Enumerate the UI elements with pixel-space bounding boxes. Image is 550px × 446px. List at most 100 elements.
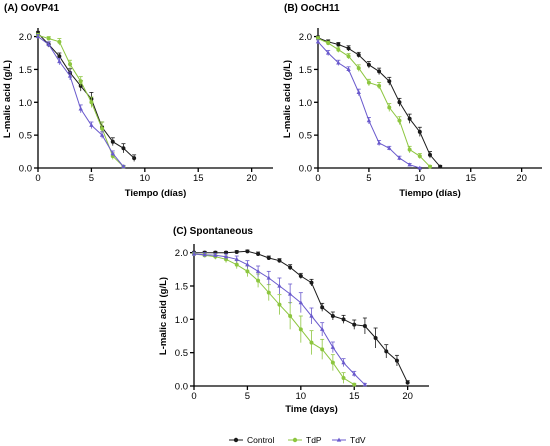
panel-b-y-tick-label: 2.0 bbox=[299, 32, 312, 43]
panel-c-series-line-tdp bbox=[193, 253, 355, 386]
panel-b-x-tick-label: 5 bbox=[366, 173, 371, 184]
panel-b-point-tdv bbox=[336, 60, 341, 65]
panel-a-y-tick-label: 0.0 bbox=[19, 164, 32, 175]
panel-b-point-control bbox=[336, 42, 341, 47]
legend: Control TdP TdV bbox=[229, 435, 366, 445]
panel-c-point-control bbox=[256, 252, 261, 256]
legend-label-control: Control bbox=[247, 435, 275, 445]
panel-c-point-tdp bbox=[288, 314, 293, 318]
panel-c-point-tdp bbox=[277, 302, 282, 307]
panel-b-point-tdp bbox=[417, 154, 422, 159]
panel-c-point-control bbox=[362, 324, 367, 328]
panel-c-x-tick-label: 20 bbox=[402, 391, 413, 402]
panel-c-ylabel: L-malic acid (g/L) bbox=[158, 277, 169, 355]
legend-item-tdv: TdV bbox=[332, 435, 366, 445]
panel-a-point-tdv bbox=[57, 59, 62, 64]
panel-c-point-tdp bbox=[341, 376, 346, 380]
panel-c-point-tdv bbox=[330, 344, 336, 349]
panel-b-ylabel: L-malic acid (g/L) bbox=[282, 60, 293, 138]
panel-b-marks bbox=[315, 35, 443, 170]
panel-a-point-tdv bbox=[121, 164, 126, 169]
panel-a-x-tick-label: 5 bbox=[89, 173, 94, 184]
panel-a-point-tdp bbox=[57, 39, 62, 44]
panel-b-title: (B) OoCH11 bbox=[284, 3, 340, 14]
panel-c-point-tdp bbox=[352, 382, 357, 387]
panel-c-y-tick-label: 1.0 bbox=[175, 315, 188, 326]
panel-b-xlabel: Tiempo (días) bbox=[399, 188, 461, 199]
panel-a-title: (A) OoVP41 bbox=[4, 3, 59, 14]
panel-c-point-control bbox=[277, 258, 282, 263]
panel-a-y-tick-label: 1.5 bbox=[19, 65, 32, 76]
panel-b-y-tick-label: 0.5 bbox=[299, 131, 312, 142]
panel-a-y-tick-label: 2.0 bbox=[19, 32, 32, 43]
panel-b-series-line-tdp bbox=[317, 38, 431, 168]
panel-c-x-tick-label: 5 bbox=[245, 391, 250, 402]
panel-a-point-tdv bbox=[78, 106, 83, 111]
panel-c-x-tick-label: 10 bbox=[296, 391, 307, 402]
panel-a-point-control bbox=[132, 156, 137, 161]
panel-c-point-tdv bbox=[255, 268, 261, 273]
panel-c-point-tdp bbox=[309, 340, 314, 345]
legend-label-tdv: TdV bbox=[350, 435, 366, 445]
panel-a-point-tdv bbox=[110, 151, 115, 156]
panel-a-series-line-control bbox=[37, 32, 135, 159]
panel-b-point-control bbox=[346, 46, 351, 51]
panel-c-point-tdp bbox=[266, 290, 271, 295]
panel-b-point-tdp bbox=[356, 66, 361, 71]
panel-b-point-control bbox=[428, 152, 432, 157]
panel-b-point-tdp bbox=[377, 83, 382, 88]
legend-marker-control bbox=[233, 437, 239, 443]
panel-a-point-tdv bbox=[46, 42, 51, 47]
panel-a-series-line-tdp bbox=[37, 34, 124, 168]
legend-item-tdp: TdP bbox=[288, 435, 322, 445]
panel-a-y-tick-label: 1.0 bbox=[19, 98, 32, 109]
panel-c: (C) Spontaneous 0 5 10 15 200.00.51.01.52.0 … bbox=[158, 226, 429, 415]
panel-c-marks bbox=[191, 249, 410, 387]
panel-b-y-tick-label: 0.0 bbox=[299, 164, 312, 175]
panel-b-axes: 0 5 10 15 20 0.0 0.5 1.0 1.5 2.0 bbox=[299, 28, 542, 184]
panel-c-point-tdp bbox=[245, 269, 250, 274]
panel-c-xlabel: Time (days) bbox=[285, 404, 338, 415]
panel-c-point-tdv bbox=[277, 283, 282, 288]
panel-b-series-line-tdv bbox=[317, 41, 420, 169]
panel-c-point-tdp bbox=[320, 347, 325, 352]
panel-a-point-tdv bbox=[99, 132, 105, 137]
panel-b-x-tick-label: 15 bbox=[465, 173, 476, 184]
panel-b-point-control bbox=[356, 52, 361, 57]
legend-marker-tdp bbox=[292, 437, 298, 443]
panel-c-point-tdv bbox=[202, 252, 207, 257]
panel-a-point-tdp bbox=[46, 36, 51, 41]
panel-a: (A) OoVP41 0 5 10 15 20 0.0 0.5 1.0 1.5 2.0 L-mal… bbox=[2, 3, 273, 199]
panel-a-xlabel: Tiempo (días) bbox=[125, 188, 187, 199]
panel-c-point-tdv bbox=[191, 251, 197, 256]
panel-b-point-tdv bbox=[397, 155, 402, 160]
panel-c-point-control bbox=[266, 256, 271, 260]
panel-b-point-tdv bbox=[356, 90, 361, 95]
panel-b-point-tdv bbox=[417, 165, 423, 170]
panel-a-point-tdv bbox=[35, 34, 41, 39]
panel-a-x-tick-label: 15 bbox=[193, 173, 204, 184]
panel-c-point-tdv bbox=[309, 313, 314, 318]
panel-c-y-tick-label: 1.5 bbox=[175, 282, 188, 293]
panel-b-point-control bbox=[387, 79, 392, 84]
panel-c-point-tdv bbox=[245, 262, 250, 267]
panel-b-point-tdv bbox=[407, 162, 412, 167]
panel-c-point-control bbox=[298, 274, 303, 278]
panel-c-point-control bbox=[373, 336, 378, 340]
panel-c-point-tdp bbox=[298, 327, 303, 332]
panel-b-point-control bbox=[407, 116, 412, 121]
legend-label-tdp: TdP bbox=[306, 435, 322, 445]
panel-b-x-tick-label: 0 bbox=[315, 173, 320, 184]
panel-b-series-line-control bbox=[317, 37, 441, 168]
panel-b-point-tdv bbox=[315, 39, 321, 44]
panel-c-y-tick-label: 2.0 bbox=[175, 248, 188, 259]
panel-c-point-control bbox=[405, 380, 410, 385]
panel-b-point-control bbox=[377, 69, 382, 74]
panel-c-x-tick-label: 15 bbox=[349, 391, 360, 402]
panel-b-point-tdp bbox=[326, 41, 331, 46]
legend-marker-tdv bbox=[336, 437, 342, 442]
panel-c-point-tdv bbox=[352, 371, 357, 376]
panel-c-point-control bbox=[330, 314, 335, 318]
panel-b-point-tdv bbox=[376, 140, 382, 145]
panel-c-title: (C) Spontaneous bbox=[173, 226, 253, 237]
